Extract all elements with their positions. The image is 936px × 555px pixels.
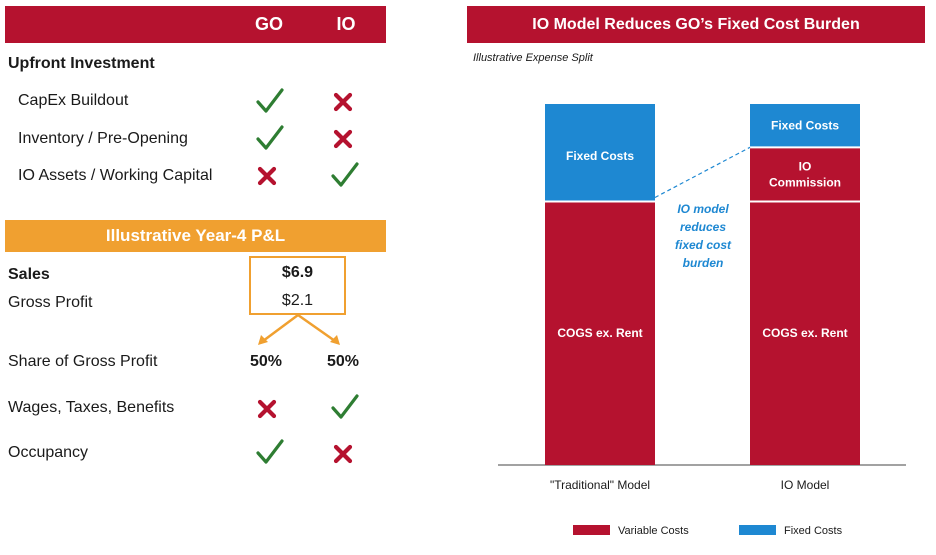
annotation-text: burden [683, 256, 724, 270]
chart-subtitle: Illustrative Expense Split [473, 52, 593, 64]
category-label: IO Model [781, 478, 830, 492]
upfront-investment-title: Upfront Investment [8, 55, 155, 72]
annotation-text: IO model [677, 202, 729, 216]
share-io-value: 50% [326, 353, 360, 370]
cross-icon [328, 88, 358, 116]
annotation-text: reduces [680, 220, 726, 234]
check-icon [255, 438, 285, 466]
legend-label: Fixed Costs [784, 525, 843, 537]
split-arrows [258, 313, 340, 345]
bar-segment [750, 104, 860, 148]
cross-icon [252, 395, 282, 423]
segment-label: COGS ex. Rent [762, 326, 847, 340]
annotation-text: fixed cost [675, 238, 732, 252]
bar-segment [750, 201, 860, 465]
category-label: "Traditional" Model [550, 478, 650, 492]
segment-label: IO [799, 159, 812, 173]
share-go-value: 50% [249, 353, 283, 370]
column-header-go: GO [254, 14, 283, 34]
check-icon [330, 161, 360, 189]
segment-label: Fixed Costs [566, 149, 634, 163]
check-icon [255, 124, 285, 152]
segment-label: COGS ex. Rent [557, 326, 642, 340]
comparison-header-bar [5, 6, 386, 43]
sales-label: Sales [8, 266, 50, 283]
row-label-io-assets: IO Assets / Working Capital [18, 167, 213, 184]
sales-value: $6.9 [281, 264, 314, 281]
annotation-connector [654, 146, 751, 199]
pl-values-box [249, 256, 346, 315]
bar-segment [750, 147, 860, 202]
row-label-occupancy: Occupancy [8, 444, 89, 461]
cross-icon [328, 125, 358, 153]
check-icon [255, 87, 285, 115]
row-label-wages: Wages, Taxes, Benefits [8, 399, 175, 416]
legend-label: Variable Costs [618, 525, 689, 537]
row-label-inventory: Inventory / Pre-Opening [18, 130, 188, 147]
arrow-right-line [297, 313, 336, 343]
arrow-left-line [262, 313, 299, 343]
arrow-right-head [330, 335, 340, 345]
bar-segment [545, 104, 655, 202]
column-header-io: IO [336, 14, 356, 34]
cross-icon [328, 440, 358, 468]
share-of-gross-profit-label: Share of Gross Profit [8, 353, 158, 370]
legend-swatch [573, 525, 610, 535]
gross-profit-label: Gross Profit [8, 294, 93, 311]
segment-label: Fixed Costs [771, 119, 839, 133]
pl-header: Illustrative Year-4 P&L [5, 220, 386, 252]
check-icon [330, 393, 360, 421]
gross-profit-value: $2.1 [281, 292, 314, 309]
arrow-left-head [258, 335, 268, 345]
bar-segment [545, 201, 655, 465]
cross-icon [252, 162, 282, 190]
row-label-capex: CapEx Buildout [18, 92, 129, 109]
segment-label: Commission [769, 175, 841, 189]
legend-swatch [739, 525, 776, 535]
chart-title: IO Model Reduces GO’s Fixed Cost Burden [467, 6, 925, 43]
